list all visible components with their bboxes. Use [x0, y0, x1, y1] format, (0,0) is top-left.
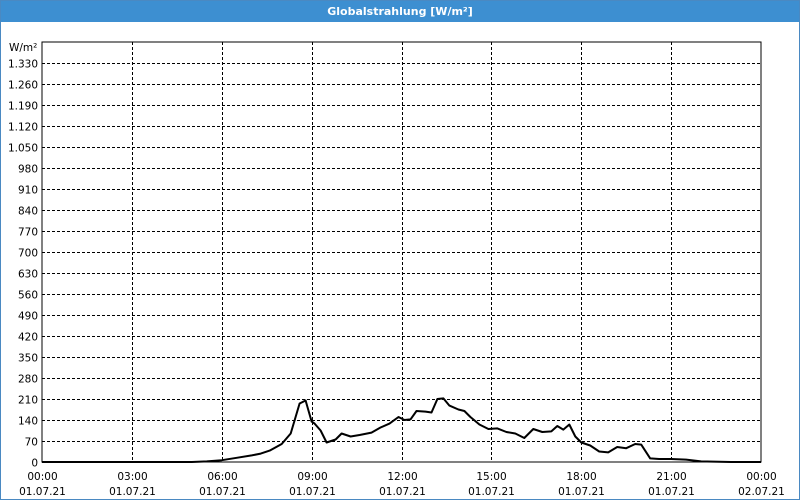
grid [42, 42, 761, 462]
x-tick-date-label: 01.07.21 [289, 486, 336, 498]
x-tick-date-label: 01.07.21 [379, 486, 426, 498]
x-tick-date-label: 01.07.21 [199, 486, 246, 498]
x-tick-date-label: 02.07.21 [738, 486, 785, 498]
x-axis: 00:00 01.07.21 03:00 01.07.21 06:00 01.07.21 0… [19, 471, 785, 498]
y-tick-label: 1.190 [8, 101, 38, 113]
x-tick-time-label: 21:00 [656, 471, 686, 483]
series-line [42, 397, 761, 463]
y-tick-label: 700 [18, 248, 38, 260]
y-tick-label: 1.260 [8, 80, 38, 92]
y-tick-label: 980 [18, 164, 38, 176]
y-tick-label: 630 [18, 269, 38, 281]
x-tick-date-label: 01.07.21 [109, 486, 156, 498]
y-tick-label: 0 [31, 458, 38, 470]
y-axis: 0 70 140 210 280 350 420 490 560 630 700 770 840 910 9… [8, 59, 38, 470]
x-tick-date-label: 01.07.21 [558, 486, 605, 498]
x-tick-date-label: 01.07.21 [648, 486, 695, 498]
y-axis-label: W/m² [9, 42, 37, 54]
y-tick-label: 1.050 [8, 143, 38, 155]
x-tick-time-label: 18:00 [566, 471, 596, 483]
y-tick-label: 490 [18, 311, 38, 323]
y-tick-label: 280 [18, 374, 38, 386]
y-tick-label: 910 [18, 185, 38, 197]
x-tick-time-label: 12:00 [387, 471, 417, 483]
y-tick-label: 420 [18, 332, 38, 344]
y-tick-label: 70 [25, 437, 38, 449]
x-tick-time-label: 06:00 [207, 471, 237, 483]
x-tick-date-label: 01.07.21 [19, 486, 66, 498]
series [42, 397, 761, 463]
y-tick-label: 140 [18, 416, 38, 428]
y-tick-label: 350 [18, 353, 38, 365]
chart-title: Globalstrahlung [W/m²] [1, 1, 799, 22]
y-tick-label: 1.330 [8, 59, 38, 71]
x-tick-time-label: 15:00 [476, 471, 506, 483]
y-tick-label: 210 [18, 395, 38, 407]
y-tick-label: 770 [18, 227, 38, 239]
y-tick-label: 840 [18, 206, 38, 218]
x-tick-date-label: 01.07.21 [468, 486, 515, 498]
x-tick-time-label: 00:00 [27, 471, 57, 483]
y-tick-label: 1.120 [8, 122, 38, 134]
x-tick-time-label: 00:00 [746, 471, 776, 483]
x-tick-time-label: 09:00 [297, 471, 327, 483]
y-tick-label: 560 [18, 290, 38, 302]
x-tick-time-label: 03:00 [117, 471, 147, 483]
plot-frame [41, 41, 762, 463]
